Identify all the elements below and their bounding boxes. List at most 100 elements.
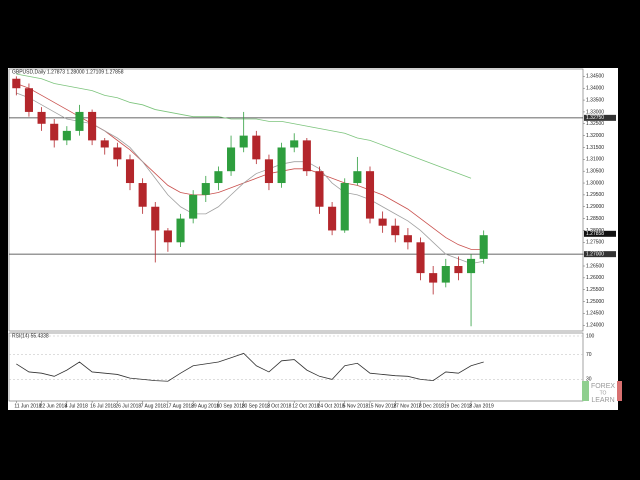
candle-body xyxy=(353,171,362,184)
rsi-tick-label: 100 xyxy=(586,333,595,339)
y-tick-label: 1.32500 xyxy=(586,121,604,127)
x-tick-label: 24 Oct 2018 xyxy=(317,403,344,409)
rsi-tick-label: 30 xyxy=(586,377,592,383)
x-tick-label: 27 Nov 2018 xyxy=(393,403,422,409)
candle-body xyxy=(125,159,135,184)
candle-body xyxy=(24,88,33,112)
candle-body xyxy=(100,140,109,148)
logo: FOREX TO LEARN xyxy=(582,381,622,404)
candle-body xyxy=(163,230,172,243)
candle-body xyxy=(340,183,349,231)
candle-body xyxy=(479,235,488,259)
chart-title: GBPUSD,Daily 1.27873 1.28000 1.27109 1.2… xyxy=(12,69,124,75)
logo-text: FOREX xyxy=(591,383,615,390)
rsi-line xyxy=(16,352,484,382)
candle-body xyxy=(138,183,147,207)
candle-body xyxy=(264,159,273,184)
candle-body xyxy=(176,218,185,243)
rsi-pane xyxy=(8,332,584,402)
candle-body xyxy=(37,111,46,124)
candle-body xyxy=(62,130,71,141)
price-tag xyxy=(584,230,616,237)
x-tick-label: 2 Jan 2019 xyxy=(469,403,494,409)
candle-body xyxy=(239,135,248,148)
candle-body xyxy=(277,147,286,184)
x-tick-label: 17 Aug 2018 xyxy=(166,403,194,409)
x-tick-label: 19 Dec 2018 xyxy=(444,403,473,409)
logo-text: TO xyxy=(600,390,607,396)
y-tick-label: 1.28500 xyxy=(586,216,604,222)
candle-body xyxy=(391,225,400,236)
price-pane xyxy=(8,68,584,332)
level-label: 1.27000 xyxy=(586,251,604,257)
candle-body xyxy=(315,171,324,207)
y-tick-label: 1.27500 xyxy=(586,240,604,246)
chart-window xyxy=(8,68,618,410)
y-tick-label: 1.33500 xyxy=(586,97,604,103)
candle-body xyxy=(201,183,210,195)
x-tick-label: 22 Jun 2018 xyxy=(40,403,68,409)
y-tick-label: 1.34000 xyxy=(586,86,604,92)
candle-body xyxy=(378,218,387,226)
rsi-tick-label: 70 xyxy=(586,352,592,358)
candle-body xyxy=(75,111,84,131)
y-tick-label: 1.31500 xyxy=(586,145,604,151)
y-tick-label: 1.24500 xyxy=(586,311,604,317)
x-tick-label: 10 Sep 2018 xyxy=(216,403,245,409)
y-tick-label: 1.26000 xyxy=(586,275,604,281)
y-tick-label: 1.30500 xyxy=(586,169,604,175)
y-tick-label: 1.24000 xyxy=(586,323,604,329)
x-tick-label: 2 Oct 2018 xyxy=(267,403,292,409)
y-tick-label: 1.29000 xyxy=(586,204,604,210)
x-tick-label: 11 Jun 2018 xyxy=(14,403,41,409)
candle-body xyxy=(151,206,160,231)
candle-body xyxy=(454,266,463,274)
y-tick-label: 1.26500 xyxy=(586,263,604,269)
y-tick-label: 1.28000 xyxy=(586,228,604,234)
level-tag xyxy=(584,114,616,121)
price-label: 1.27858 xyxy=(586,231,604,237)
y-tick-label: 1.29500 xyxy=(586,192,604,198)
y-tick-label: 1.34500 xyxy=(586,74,604,80)
level-tag xyxy=(584,251,616,258)
level-label: 1.32750 xyxy=(586,115,604,121)
logo-text: LEARN xyxy=(591,397,614,404)
x-tick-label: 5 Nov 2018 xyxy=(343,403,369,409)
x-tick-label: 29 Aug 2018 xyxy=(191,403,219,409)
logo-bar xyxy=(617,381,622,401)
candle-body xyxy=(302,140,311,172)
x-tick-label: 12 Oct 2018 xyxy=(292,403,319,409)
x-tick-label: 26 Jul 2018 xyxy=(115,403,141,409)
candle-body xyxy=(113,147,122,160)
y-tick-label: 1.33000 xyxy=(586,109,604,115)
logo-bar xyxy=(582,381,589,401)
candle-body xyxy=(227,147,236,172)
x-tick-label: 16 Jul 2018 xyxy=(90,403,116,409)
x-tick-label: 15 Nov 2018 xyxy=(368,403,397,409)
x-tick-label: 7 Aug 2018 xyxy=(141,403,167,409)
y-tick-label: 1.30000 xyxy=(586,180,604,186)
candle-body xyxy=(441,266,450,283)
candle-body xyxy=(214,171,223,184)
x-tick-label: 20 Sep 2018 xyxy=(242,403,271,409)
candle-body xyxy=(252,135,261,160)
candle-body xyxy=(429,273,438,283)
candle-body xyxy=(328,206,337,231)
candle-body xyxy=(416,242,425,274)
y-tick-label: 1.32000 xyxy=(586,133,604,139)
candle-body xyxy=(403,235,412,243)
candle-body xyxy=(189,194,198,219)
candle-body xyxy=(467,258,476,274)
y-tick-label: 1.25000 xyxy=(586,299,604,305)
x-tick-label: 7 Dec 2018 xyxy=(419,403,445,409)
y-tick-label: 1.25500 xyxy=(586,287,604,293)
candle-body xyxy=(290,140,299,148)
y-tick-label: 1.31000 xyxy=(586,157,604,163)
candle-body xyxy=(88,111,97,141)
rsi-title: RSI(14) 55.4338 xyxy=(12,333,49,339)
candle-body xyxy=(12,78,21,89)
x-tick-label: 4 Jul 2018 xyxy=(65,403,88,409)
candle-body xyxy=(365,171,375,219)
